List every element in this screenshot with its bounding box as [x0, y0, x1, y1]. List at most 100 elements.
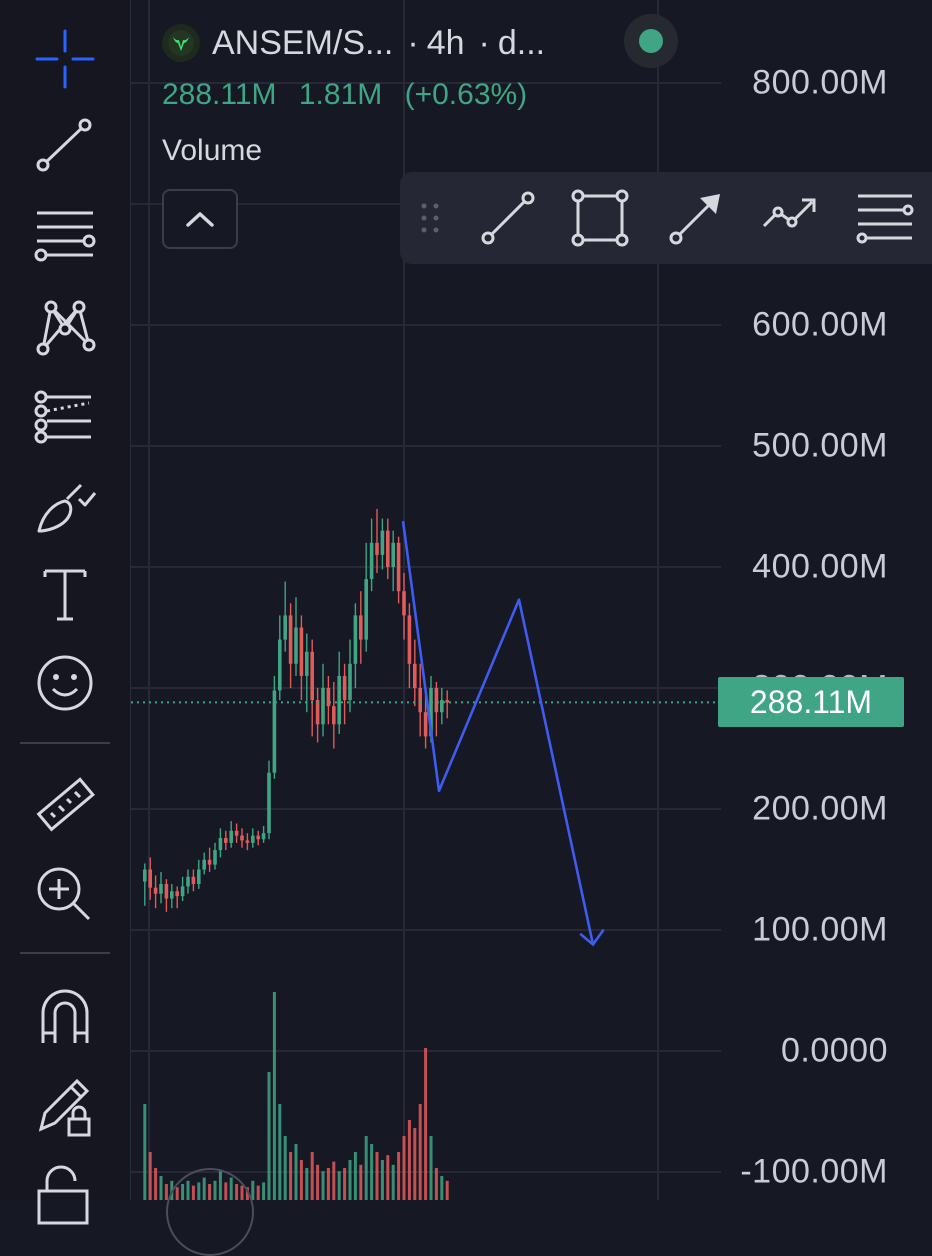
dt-arrow[interactable] — [664, 186, 728, 250]
volume-bar — [256, 1185, 260, 1200]
text-icon — [43, 569, 87, 621]
volume-indicator-label[interactable]: Volume — [162, 134, 263, 167]
candle-body — [418, 688, 422, 713]
chevron-up-icon — [186, 212, 214, 227]
candle-body — [440, 700, 444, 713]
magnet-tool[interactable] — [22, 974, 108, 1060]
candle-body — [170, 891, 174, 899]
fib-retracement-tool[interactable] — [22, 192, 108, 278]
candle-body — [153, 887, 158, 894]
volume-bar — [407, 1120, 411, 1200]
candle-body — [380, 530, 385, 555]
ruler-tool[interactable] — [22, 762, 108, 848]
volume-bar — [391, 1164, 395, 1200]
volume-bar — [445, 1180, 449, 1200]
volume-bar — [434, 1168, 438, 1200]
volume-bar — [159, 1176, 163, 1200]
lock-drawings-tool[interactable] — [22, 1062, 108, 1148]
collapse-indicators-button[interactable] — [162, 189, 238, 249]
volume-bar — [283, 1136, 287, 1200]
volume-bar — [402, 1136, 406, 1200]
unlock-tool[interactable] — [22, 1150, 108, 1236]
candle-body — [359, 615, 363, 640]
separator: · — [407, 23, 419, 62]
volume-bar — [143, 1104, 147, 1200]
ruler-icon — [36, 777, 95, 832]
data-source[interactable]: d... — [497, 23, 546, 62]
rectangle-icon — [571, 189, 629, 247]
magnet-icon — [41, 989, 89, 1043]
floating-drawing-toolbar — [400, 172, 932, 264]
price-row: 288.11M 1.81M (+0.63%) — [162, 78, 541, 112]
volume-bar — [440, 1176, 444, 1200]
candle-body — [434, 688, 439, 713]
left-drawing-toolbar — [0, 0, 131, 1225]
crosshair-tool[interactable] — [22, 16, 108, 102]
volume-bar — [305, 1168, 309, 1200]
candle-body — [159, 884, 163, 894]
brush-tool[interactable] — [22, 462, 108, 548]
last-price: 288.11M — [162, 78, 277, 111]
parallel-channel-icon — [34, 390, 91, 444]
zoom-in-tool[interactable] — [22, 850, 108, 936]
drag-handle[interactable] — [418, 200, 442, 241]
volume-bar — [359, 1164, 363, 1200]
candle-body — [207, 859, 212, 865]
channel-tool[interactable] — [22, 372, 108, 458]
emoji-icon — [37, 655, 93, 711]
volume-bar — [321, 1171, 325, 1200]
chart-overlays — [131, 520, 721, 947]
candle-body — [164, 884, 169, 899]
dt-rectangle[interactable] — [568, 186, 632, 250]
dt-trend-line[interactable] — [476, 186, 540, 250]
emoji-tool[interactable] — [22, 640, 108, 726]
volume-bar — [262, 1182, 266, 1200]
trend-line-icon — [36, 118, 92, 172]
volume-bar — [337, 1171, 341, 1200]
candle-body — [272, 690, 277, 773]
text-tool[interactable] — [22, 550, 108, 636]
dt-fib-lines[interactable] — [852, 186, 916, 250]
candle-body — [326, 688, 331, 707]
candle-body — [315, 700, 320, 725]
y-axis-label: 200.00M — [752, 789, 888, 828]
crosshair-icon — [35, 29, 95, 89]
lock-drawings-icon — [38, 1078, 91, 1137]
symbol-name[interactable]: ANSEM/S... — [212, 23, 394, 62]
candle-body — [229, 830, 233, 843]
volume-bar — [353, 1152, 357, 1200]
candle-body — [353, 615, 358, 664]
candle-body — [299, 627, 304, 676]
bull-logo-icon — [168, 30, 194, 56]
volume-bar — [310, 1152, 314, 1200]
volume-bars — [143, 992, 449, 1200]
candle-body — [191, 876, 196, 885]
candle-body — [283, 615, 287, 640]
pattern-tool[interactable] — [22, 282, 108, 368]
y-axis-label: 500.00M — [752, 426, 888, 465]
brush-icon — [37, 483, 97, 533]
trend-line-tool[interactable] — [22, 102, 108, 188]
volume-bar — [316, 1164, 320, 1200]
chart-control-button[interactable] — [166, 1168, 254, 1256]
separator: · — [478, 23, 490, 62]
y-axis-label: -100.00M — [740, 1152, 888, 1191]
interval[interactable]: 4h — [426, 23, 465, 62]
candle-body — [267, 772, 271, 834]
chart-area[interactable]: 800.00M 600.00M 500.00M 400.00M 200.00M 100.0… — [131, 0, 932, 1200]
candle-body — [180, 886, 185, 897]
volume-bar — [418, 1104, 422, 1200]
candle-body — [278, 639, 282, 691]
arrow-icon — [669, 194, 720, 245]
volume-bar — [364, 1136, 368, 1200]
candle-body — [364, 579, 368, 640]
y-axis-label: 600.00M — [752, 305, 888, 344]
candlesticks — [143, 508, 449, 912]
drawing-zigzag — [401, 520, 595, 945]
dt-path[interactable] — [758, 186, 822, 250]
candle-body — [288, 615, 293, 664]
volume-bar — [380, 1160, 384, 1200]
volume-bar — [272, 992, 276, 1200]
market-status[interactable] — [624, 14, 678, 68]
symbol-legend[interactable]: ANSEM/S... · 4h · d... — [162, 20, 545, 66]
